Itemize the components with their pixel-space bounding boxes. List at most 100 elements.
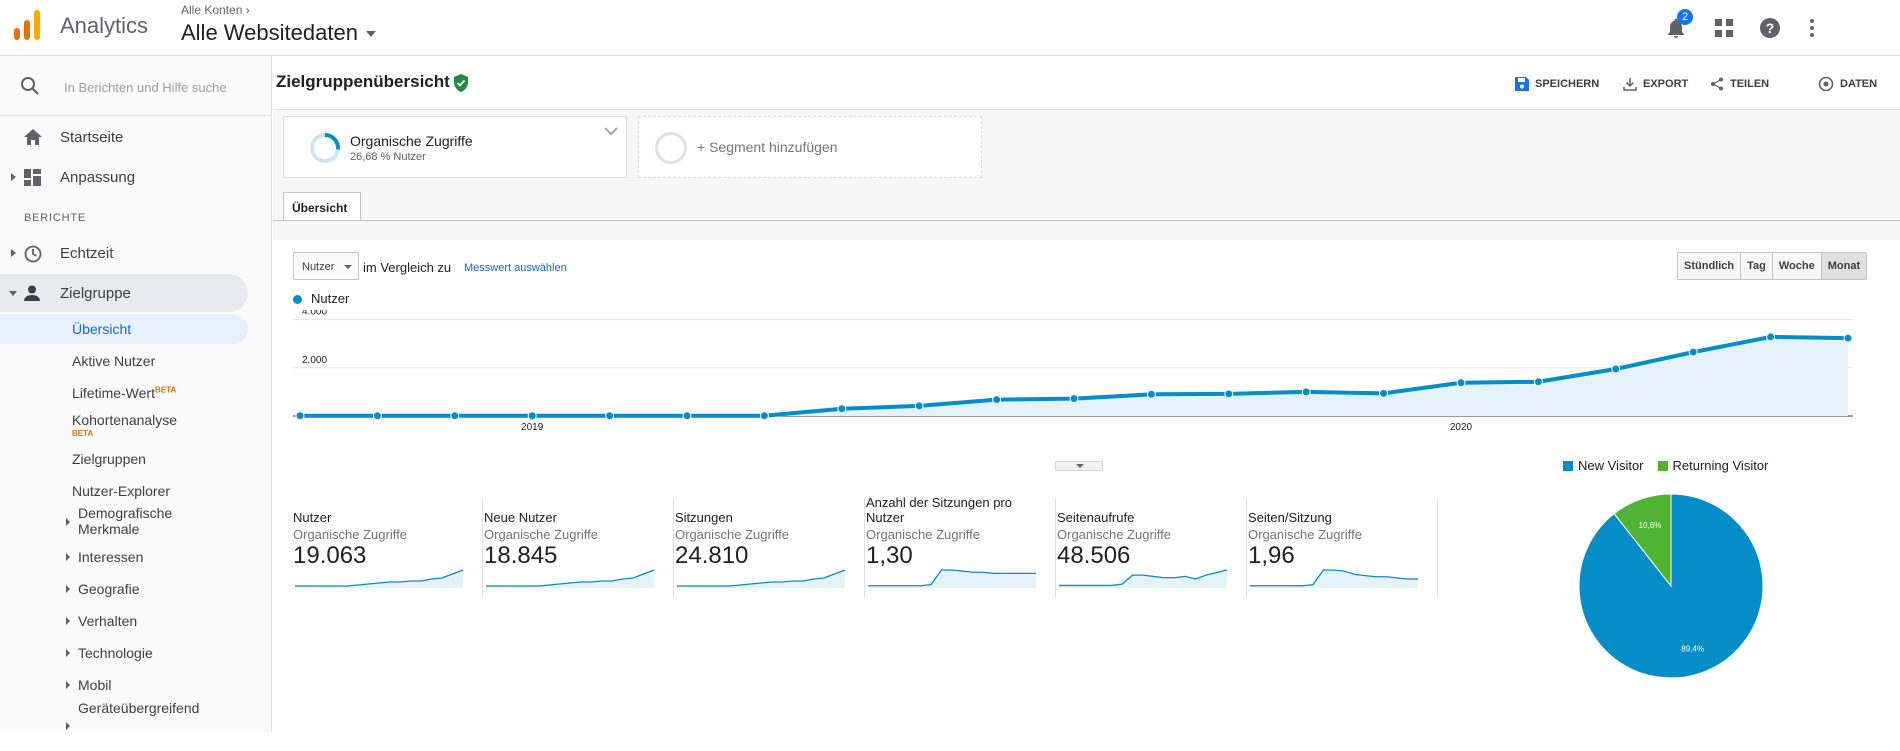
data-point[interactable] bbox=[605, 411, 615, 421]
sidebar-item-customization[interactable]: Anpassung bbox=[0, 158, 248, 196]
chevron-down-icon[interactable] bbox=[604, 127, 618, 137]
caret-down-icon bbox=[365, 31, 376, 38]
data-point[interactable] bbox=[372, 411, 382, 421]
sidebar-item-cohort[interactable]: Kohortenanalyse BETA bbox=[0, 408, 248, 444]
data-point[interactable] bbox=[450, 411, 460, 421]
sidebar-item-interests[interactable]: Interessen bbox=[0, 542, 248, 572]
segment-area: Organische Zugriffe 26,68 % Nutzer + Seg… bbox=[273, 110, 1900, 240]
account-selector[interactable]: Alle Websitedaten bbox=[181, 20, 376, 46]
help-button[interactable]: ? bbox=[1754, 12, 1786, 44]
pie-slice[interactable] bbox=[1613, 493, 1672, 588]
sidebar-item-user-explorer[interactable]: Nutzer-Explorer bbox=[0, 476, 248, 506]
data-point[interactable] bbox=[1301, 387, 1311, 397]
sidebar-item-overview[interactable]: Übersicht bbox=[0, 314, 248, 344]
data-point[interactable] bbox=[295, 411, 305, 421]
notifications-button[interactable]: 2 bbox=[1660, 9, 1693, 44]
expand-arrow-icon bbox=[66, 553, 70, 561]
scorecard-metric-name: Anzahl der Sitzungen pro Nutzer bbox=[866, 495, 1012, 525]
scorecard-value: 24.810 bbox=[675, 542, 749, 569]
help-icon: ? bbox=[1760, 18, 1780, 38]
legend-label: Nutzer bbox=[311, 291, 350, 306]
sidebar-item-mobile[interactable]: Mobil bbox=[0, 670, 248, 700]
scorecard[interactable]: Seiten/Sitzung Organische Zugriffe 1,96 bbox=[1248, 498, 1438, 598]
sidebar-item-audience[interactable]: Zielgruppe bbox=[0, 274, 248, 312]
visitor-type-pie-chart[interactable]: 89,4% 10,6% bbox=[1578, 493, 1764, 679]
granularity-hourly[interactable]: Stündlich bbox=[1678, 253, 1742, 279]
data-insights-button[interactable]: DATEN bbox=[1818, 74, 1877, 94]
data-point[interactable] bbox=[992, 395, 1002, 405]
pie-slice-label: 10,6% bbox=[1639, 521, 1662, 530]
analytics-logo-icon[interactable] bbox=[14, 10, 42, 40]
expand-arrow-icon bbox=[11, 249, 16, 257]
search-bar[interactable]: In Berichten und Hilfe suche bbox=[0, 56, 271, 116]
data-point[interactable] bbox=[1843, 333, 1853, 343]
sidebar-item-demographics[interactable]: Demografische Merkmale bbox=[0, 504, 248, 540]
scorecard[interactable]: Sitzungen Organische Zugriffe 24.810 bbox=[675, 498, 865, 598]
scorecard[interactable]: Anzahl der Sitzungen pro Nutzer Organisch… bbox=[866, 495, 1056, 598]
sidebar-item-label: Nutzer-Explorer bbox=[72, 483, 171, 499]
data-point[interactable] bbox=[1224, 389, 1234, 399]
granularity-month[interactable]: Monat bbox=[1821, 253, 1867, 279]
beta-badge: BETA bbox=[154, 385, 177, 395]
segment-card[interactable]: Organische Zugriffe 26,68 % Nutzer bbox=[283, 116, 627, 178]
data-point[interactable] bbox=[1611, 364, 1621, 374]
scorecard[interactable]: Seitenaufrufe Organische Zugriffe 48.506 bbox=[1057, 498, 1247, 598]
sidebar-item-cross-device[interactable]: Geräteübergreifend bbox=[0, 698, 248, 732]
scorecard-metric-name: Nutzer bbox=[293, 510, 332, 525]
sidebar-item-audiences[interactable]: Zielgruppen bbox=[0, 444, 248, 474]
expand-arrow-icon bbox=[66, 585, 70, 593]
sidebar-item-lifetime-value[interactable]: Lifetime-WertBETA bbox=[0, 378, 248, 408]
data-point[interactable] bbox=[837, 404, 847, 414]
data-point[interactable] bbox=[1379, 388, 1389, 398]
more-menu-button[interactable] bbox=[1796, 12, 1828, 44]
sparkline-area bbox=[486, 570, 654, 588]
data-point[interactable] bbox=[1146, 389, 1156, 399]
sidebar-item-home[interactable]: Startseite bbox=[0, 118, 248, 156]
granularity-week[interactable]: Woche bbox=[1772, 253, 1822, 279]
scorecard-segment: Organische Zugriffe bbox=[293, 527, 407, 542]
granularity-switch: Stündlich Tag Woche Monat bbox=[1677, 252, 1868, 280]
granularity-day[interactable]: Tag bbox=[1741, 253, 1773, 279]
data-point[interactable] bbox=[527, 411, 537, 421]
sidebar-item-label: Lifetime-Wert bbox=[72, 385, 155, 401]
metric-dropdown[interactable]: Nutzer bbox=[293, 252, 359, 280]
data-point[interactable] bbox=[1069, 394, 1079, 404]
account-breadcrumb[interactable]: Alle Konten › bbox=[181, 3, 250, 17]
add-segment-button[interactable]: + Segment hinzufügen bbox=[638, 116, 982, 178]
share-button[interactable]: TEILEN bbox=[1710, 74, 1769, 94]
apps-button[interactable] bbox=[1708, 12, 1740, 44]
select-metric-link[interactable]: Messwert auswählen bbox=[464, 262, 567, 274]
export-label: EXPORT bbox=[1643, 78, 1689, 90]
sidebar-item-geo[interactable]: Geografie bbox=[0, 574, 248, 604]
users-line-chart[interactable]: 4.000 2.000 2019 2020 bbox=[293, 310, 1853, 450]
chart-collapse-handle[interactable] bbox=[1055, 461, 1103, 471]
sparkline-line bbox=[1059, 569, 1228, 587]
sparkline-area bbox=[295, 570, 463, 588]
pie-slice-label: 89,4% bbox=[1681, 645, 1704, 654]
data-point[interactable] bbox=[1766, 332, 1776, 342]
data-point[interactable] bbox=[914, 401, 924, 411]
sparkline-area bbox=[1250, 570, 1418, 588]
sidebar-item-behavior[interactable]: Verhalten bbox=[0, 606, 248, 636]
search-input[interactable]: In Berichten und Hilfe suche bbox=[64, 80, 227, 95]
share-label: TEILEN bbox=[1730, 78, 1770, 90]
scorecard[interactable]: Nutzer Organische Zugriffe 19.063 bbox=[293, 498, 483, 598]
data-point[interactable] bbox=[1688, 347, 1698, 357]
sidebar-item-active-users[interactable]: Aktive Nutzer bbox=[0, 346, 248, 376]
sidebar-item-realtime[interactable]: Echtzeit bbox=[0, 234, 248, 272]
pie-legend-label: Returning Visitor bbox=[1672, 458, 1769, 473]
account-crumb-label[interactable]: Alle Konten bbox=[181, 3, 243, 17]
scorecard-segment: Organische Zugriffe bbox=[866, 527, 980, 542]
scorecard[interactable]: Neue Nutzer Organische Zugriffe 18.845 bbox=[484, 498, 674, 598]
tab-overview[interactable]: Übersicht bbox=[283, 192, 361, 221]
save-button[interactable]: SPEICHERN bbox=[1515, 74, 1599, 94]
data-point[interactable] bbox=[1533, 377, 1543, 387]
sidebar-item-technology[interactable]: Technologie bbox=[0, 638, 248, 668]
data-point[interactable] bbox=[759, 411, 769, 421]
segment-share-ring-icon bbox=[310, 133, 340, 163]
data-point[interactable] bbox=[682, 411, 692, 421]
data-point[interactable] bbox=[1456, 378, 1466, 388]
legend-marker bbox=[293, 295, 302, 304]
export-button[interactable]: EXPORT bbox=[1623, 74, 1688, 94]
sidebar-item-label: Echtzeit bbox=[60, 244, 114, 262]
